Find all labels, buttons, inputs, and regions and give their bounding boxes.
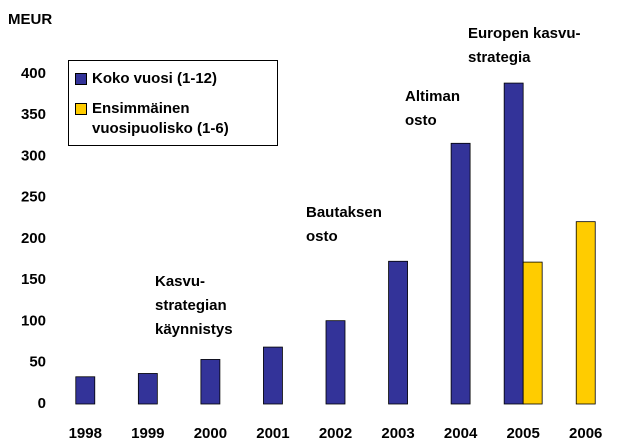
annotation: käynnistys	[155, 321, 233, 338]
annotation: osto	[405, 112, 437, 129]
y-tick-label: 250	[21, 189, 46, 206]
y-tick-label: 0	[38, 395, 46, 412]
bar	[263, 346, 283, 405]
annotation: Bautaksen	[306, 204, 382, 221]
x-tick-label: 2001	[256, 425, 289, 442]
bar	[325, 320, 346, 405]
y-axis-label: MEUR	[8, 11, 52, 28]
y-tick-label: 300	[21, 147, 46, 164]
bar	[450, 142, 471, 405]
bar	[575, 221, 596, 405]
x-tick-label: 1999	[131, 425, 164, 442]
bar	[200, 359, 221, 405]
legend-item: Ensimmäinen vuosipuolisko (1-6)	[75, 99, 271, 139]
bar	[75, 376, 96, 405]
annotation: Kasvu-	[155, 273, 205, 290]
y-tick-label: 50	[29, 354, 46, 371]
x-tick-label: 2002	[319, 425, 352, 442]
bar	[522, 261, 543, 405]
x-tick-label: 2000	[194, 425, 227, 442]
x-tick-label: 1998	[69, 425, 102, 442]
legend: Koko vuosi (1-12) Ensimmäinen vuosipuolis…	[68, 60, 278, 146]
x-tick-label: 2005	[506, 425, 539, 442]
legend-item: Koko vuosi (1-12)	[75, 69, 271, 89]
bar	[388, 260, 408, 405]
y-tick-label: 350	[21, 106, 46, 123]
x-tick-label: 2004	[444, 425, 478, 442]
y-tick-label: 200	[21, 230, 46, 247]
bar	[503, 82, 524, 405]
legend-label: Koko vuosi (1-12)	[92, 70, 218, 87]
bar	[137, 373, 158, 405]
x-tick-label: 2006	[569, 425, 602, 442]
annotation: Altiman	[405, 88, 460, 105]
y-tick-label: 400	[21, 65, 46, 82]
x-tick-label: 2003	[381, 425, 414, 442]
annotation: osto	[306, 228, 338, 245]
legend-swatch	[75, 73, 87, 85]
y-tick-label: 100	[21, 312, 46, 329]
annotation: strategia	[468, 49, 531, 66]
y-tick-label: 150	[21, 271, 46, 288]
legend-label: Ensimmäinen vuosipuolisko (1-6)	[92, 100, 229, 137]
legend-swatch	[75, 103, 87, 115]
annotation: strategian	[155, 297, 227, 314]
annotation: Europen kasvu-	[468, 25, 581, 42]
